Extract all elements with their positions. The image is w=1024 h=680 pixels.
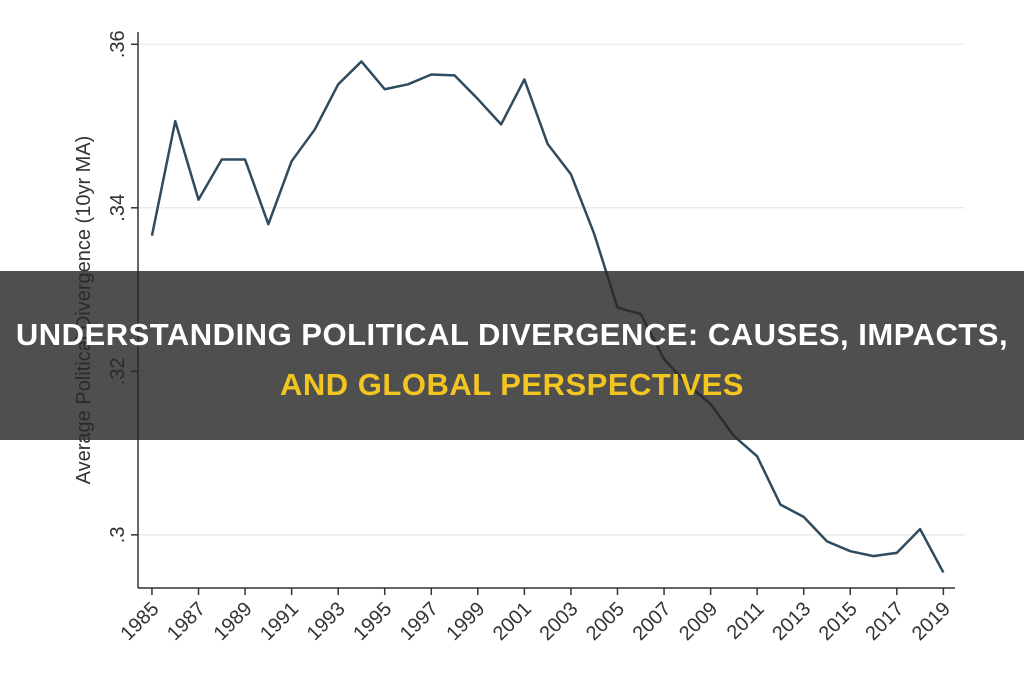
line [150, 60, 945, 574]
x-tick-label: 2007 [629, 598, 676, 645]
x-tick-label: 1993 [303, 598, 350, 645]
x-tick-label: 1999 [442, 598, 489, 645]
x-tick-label: 2003 [535, 598, 582, 645]
x-tick-label: 1995 [349, 598, 396, 645]
x-tick-label: 2009 [675, 598, 722, 645]
y-tick-label: .34 [107, 194, 129, 222]
banner [0, 271, 1024, 440]
x-tick-label: 2019 [908, 598, 955, 645]
x-tick-label: 1985 [116, 598, 163, 645]
x-tick-label: 1991 [256, 598, 303, 645]
x-tick-label: 2015 [815, 598, 862, 645]
x-tick-label: 1997 [396, 598, 443, 645]
banner-title: UNDERSTANDING POLITICAL DIVERGENCE: CAUS… [16, 317, 1008, 352]
x-tick-label: 2017 [861, 598, 908, 645]
banner-title: AND GLOBAL PERSPECTIVES [280, 367, 744, 402]
y-tick-label: .3 [107, 527, 129, 544]
x-tick-label: 2005 [582, 598, 629, 645]
x-tick-label: 2013 [768, 598, 815, 645]
x-tick-label: 1987 [163, 598, 210, 645]
x-tick-label: 1989 [210, 598, 257, 645]
x-tick-label: 2011 [723, 598, 769, 644]
x-tick-label: 2001 [489, 598, 536, 645]
y-tick-label: .36 [107, 30, 129, 58]
